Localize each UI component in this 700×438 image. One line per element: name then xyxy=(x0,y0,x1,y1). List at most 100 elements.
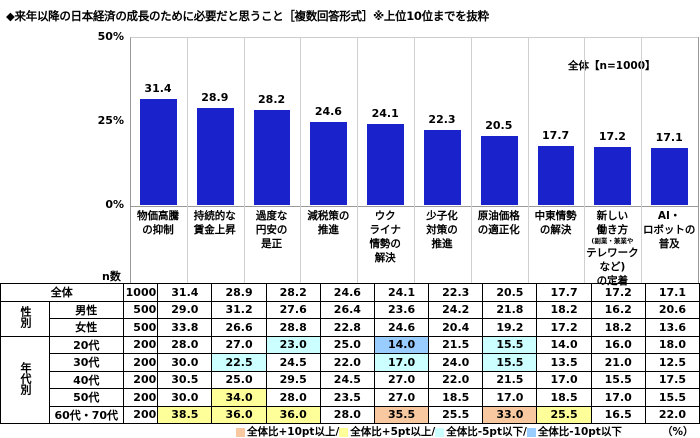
category-label-line: 過度な xyxy=(255,210,288,222)
category-label-line: 物価高騰 xyxy=(137,210,179,222)
category-label: ウク ライナ 情勢の 解決 xyxy=(357,209,413,265)
category-label-line: 推進 xyxy=(431,238,453,250)
value-cell: 15.5 xyxy=(644,388,700,407)
column-divider xyxy=(357,37,359,283)
value-cell: 20.6 xyxy=(644,300,700,319)
legend-label: 全体【n=1000】 xyxy=(568,60,656,72)
data-label: 17.1 xyxy=(655,130,683,144)
value-cell: 18.5 xyxy=(428,388,484,407)
group-label: 性別 xyxy=(0,300,50,337)
group-label: 年代別 xyxy=(0,335,50,424)
category-label-line: テレワークなど) xyxy=(586,247,639,273)
unit-label: （%） xyxy=(662,426,694,438)
n-cell: 200 xyxy=(122,335,159,354)
value-cell: 29.5 xyxy=(265,370,321,389)
y-tick-25: 25% xyxy=(97,114,124,127)
value-cell: 19.2 xyxy=(482,318,538,337)
value-cell: 22.0 xyxy=(319,353,375,372)
value-cell: 17.7 xyxy=(536,283,592,302)
value-cell: 23.5 xyxy=(319,388,375,407)
table-row: 全体 1000 31.4 28.9 28.2 24.6 24.1 22.3 20.5 17.7 17… xyxy=(0,283,700,302)
highlight-swatch xyxy=(435,427,445,437)
row-label: 60代・70代 xyxy=(49,405,124,424)
value-cell: 17.2 xyxy=(590,283,646,302)
row-label: 50代 xyxy=(49,388,124,407)
category-label: 減税策の 推進 xyxy=(300,209,356,237)
value-cell: 21.5 xyxy=(428,335,484,354)
value-cell: 24.6 xyxy=(319,283,375,302)
data-label: 24.1 xyxy=(371,107,399,121)
value-cell: 18.5 xyxy=(536,388,592,407)
bar xyxy=(594,147,632,205)
group-label-text: 年代別 xyxy=(19,361,32,395)
category-label: 少子化 対策の 推進 xyxy=(414,209,470,251)
value-cell: 25.0 xyxy=(319,335,375,354)
category-label-line: 減税策の xyxy=(307,210,350,222)
highlight-label: 全体比-10pt以下 xyxy=(537,426,622,438)
category-label-line: 賃金上昇 xyxy=(193,224,236,236)
category-label-line: の解決 xyxy=(539,224,572,236)
table-row: 30代 200 30.0 22.5 24.5 22.0 17.0 24.0 15.5 13.5 21… xyxy=(1,353,700,372)
value-cell: 24.0 xyxy=(428,353,484,372)
row-label: 全体 xyxy=(0,283,124,302)
category-label-line: AI・ xyxy=(657,210,681,222)
value-cell: 36.0 xyxy=(211,405,267,424)
value-cell: 33.0 xyxy=(482,405,538,424)
value-cell: 27.0 xyxy=(211,335,267,354)
n-cell: 500 xyxy=(122,318,159,337)
value-cell: 13.5 xyxy=(536,353,592,372)
value-cell: 16.5 xyxy=(590,405,646,424)
n-cell: 200 xyxy=(122,388,159,407)
category-label-line: 中東情勢 xyxy=(534,210,577,222)
table-row: 年代別 20代 200 28.0 27.0 23.0 25.0 14.0 21.5 15.5 14.… xyxy=(0,335,700,424)
value-cell: 20.5 xyxy=(482,283,538,302)
value-cell: 30.0 xyxy=(157,388,213,407)
data-label: 17.2 xyxy=(598,130,626,144)
column-divider xyxy=(130,205,131,283)
category-label: 原油価格 の適正化 xyxy=(471,209,527,237)
highlight-legend: 全体比+10pt以上/全体比+5pt以上/全体比-5pt以下/全体比-10pt以… xyxy=(236,424,622,438)
value-cell: 22.8 xyxy=(319,318,375,337)
category-label-line: の抑制 xyxy=(142,224,174,236)
category-label-line: 働き方 xyxy=(596,224,629,236)
table-row: 60代・70代 200 38.5 36.0 36.0 28.0 35.5 25.5 33.0 25… xyxy=(1,405,700,424)
value-cell: 26.6 xyxy=(211,318,267,337)
table-row: 50代 200 30.0 34.0 28.0 23.5 27.0 18.5 17.0 18.5 17… xyxy=(1,388,700,407)
bar xyxy=(651,147,688,205)
group-label-text: 性別 xyxy=(19,306,32,328)
value-cell: 28.0 xyxy=(319,405,375,424)
category-label-line: の定着 xyxy=(596,275,629,287)
legend: 全体【n=1000】 xyxy=(560,58,656,73)
row-label: 女性 xyxy=(49,318,124,337)
n-cell: 200 xyxy=(122,370,159,389)
bar xyxy=(253,110,291,205)
value-cell: 22.5 xyxy=(211,353,267,372)
bar xyxy=(196,107,234,205)
value-cell: 22.0 xyxy=(644,405,700,424)
bar xyxy=(537,145,575,205)
y-tick-50: 50% xyxy=(97,30,124,43)
chart-title: ◆来年以降の日本経済の成長のために必要だと思うこと［複数回答形式］※上位10位ま… xyxy=(6,9,489,23)
value-cell: 25.5 xyxy=(428,405,484,424)
category-label: 過度な 円安の 是正 xyxy=(244,209,300,251)
value-cell: 12.5 xyxy=(644,353,700,372)
table-row: 女性 500 33.8 26.6 28.8 22.8 24.6 20.4 19.2 17.2 18.… xyxy=(1,318,700,337)
value-cell: 28.0 xyxy=(157,335,213,354)
value-cell: 17.0 xyxy=(482,388,538,407)
value-cell: 28.8 xyxy=(265,318,321,337)
highlight-label: 全体比+10pt以上/ xyxy=(247,426,340,438)
value-cell: 16.0 xyxy=(590,335,646,354)
n-cell: 200 xyxy=(122,353,159,372)
category-label-line: 少子化 xyxy=(426,210,458,222)
row-label: 20代 xyxy=(49,335,124,354)
value-cell: 21.0 xyxy=(590,353,646,372)
value-cell: 29.0 xyxy=(157,300,213,319)
value-cell: 28.2 xyxy=(265,283,321,302)
category-label-line: 原油価格 xyxy=(477,210,520,222)
value-cell: 17.1 xyxy=(644,283,700,302)
column-divider xyxy=(186,37,188,283)
value-cell: 18.2 xyxy=(590,318,646,337)
value-cell: 27.6 xyxy=(265,300,321,319)
value-cell: 28.9 xyxy=(211,283,267,302)
bar xyxy=(424,130,461,205)
